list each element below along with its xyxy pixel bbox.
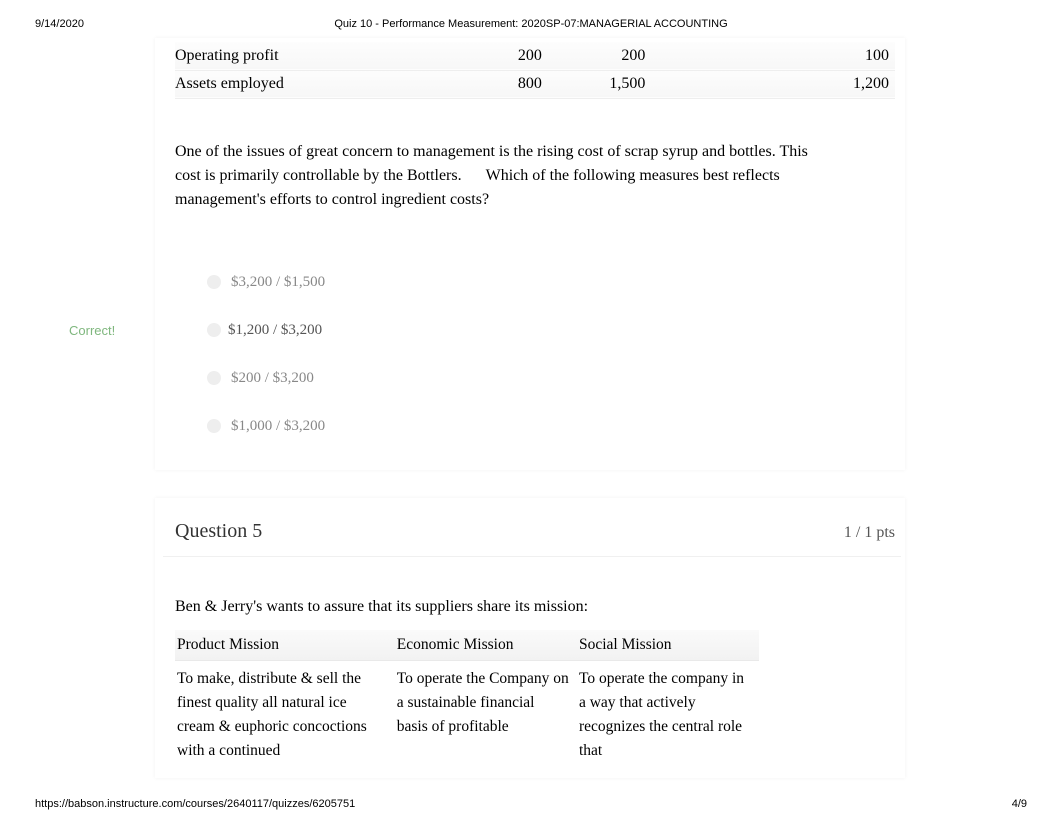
row-label: Assets employed	[175, 70, 455, 98]
answer-text: $1,000 / $3,200	[231, 418, 325, 435]
row-value: 1,200	[651, 70, 895, 98]
mission-body: To operate the Company on a sustainable …	[395, 661, 577, 768]
footer-page: 4/9	[1012, 798, 1027, 810]
table-row: To make, distribute & sell the finest qu…	[175, 661, 759, 768]
answer-option[interactable]: $3,200 / $1,500	[155, 258, 905, 306]
row-value: 1,500	[548, 70, 651, 98]
table-row: Operating profit 200 200 100	[175, 42, 895, 70]
q4-data-table: Operating profit 200 200 100 Assets empl…	[175, 42, 895, 99]
mission-header: Social Mission	[577, 630, 759, 661]
answer-option[interactable]: Correct! $1,200 / $3,200	[155, 306, 905, 354]
page-header: 9/14/2020 Quiz 10 - Performance Measurem…	[0, 18, 1062, 38]
question-4-card: Operating profit 200 200 100 Assets empl…	[155, 38, 905, 470]
radio-icon	[207, 323, 221, 337]
mission-table: Product Mission Economic Mission Social …	[175, 630, 759, 767]
radio-icon	[207, 275, 221, 289]
answer-text: $200 / $3,200	[231, 370, 314, 387]
answer-option[interactable]: $1,000 / $3,200	[155, 402, 905, 450]
row-label: Operating profit	[175, 42, 455, 70]
row-value: 100	[651, 42, 895, 70]
mission-body: To make, distribute & sell the finest qu…	[175, 661, 395, 768]
radio-icon	[207, 371, 221, 385]
table-row: Product Mission Economic Mission Social …	[175, 630, 759, 661]
row-value: 800	[455, 70, 548, 98]
mission-header: Product Mission	[175, 630, 395, 661]
question-5-card: Question 5 1 / 1 pts Ben & Jerry's wants…	[155, 498, 905, 778]
answer-text: $3,200 / $1,500	[231, 274, 325, 291]
question-points: 1 / 1 pts	[844, 524, 895, 542]
footer-url: https://babson.instructure.com/courses/2…	[35, 798, 355, 810]
question-header: Question 5 1 / 1 pts	[175, 520, 895, 543]
answer-text: $1,200 / $3,200	[228, 322, 322, 339]
print-title: Quiz 10 - Performance Measurement: 2020S…	[0, 18, 1062, 30]
divider	[163, 556, 901, 557]
answer-option[interactable]: $200 / $3,200	[155, 354, 905, 402]
q4-stem: One of the issues of great concern to ma…	[175, 140, 815, 212]
correct-badge: Correct!	[69, 323, 115, 338]
mission-body: To operate the company in a way that act…	[577, 661, 759, 768]
mission-header: Economic Mission	[395, 630, 577, 661]
row-value: 200	[548, 42, 651, 70]
question-title: Question 5	[175, 520, 262, 543]
q5-stem: Ben & Jerry's wants to assure that its s…	[175, 598, 875, 616]
q4-answers: $3,200 / $1,500 Correct! $1,200 / $3,200…	[155, 258, 905, 450]
row-value: 200	[455, 42, 548, 70]
radio-icon	[207, 419, 221, 433]
table-row: Assets employed 800 1,500 1,200	[175, 70, 895, 98]
